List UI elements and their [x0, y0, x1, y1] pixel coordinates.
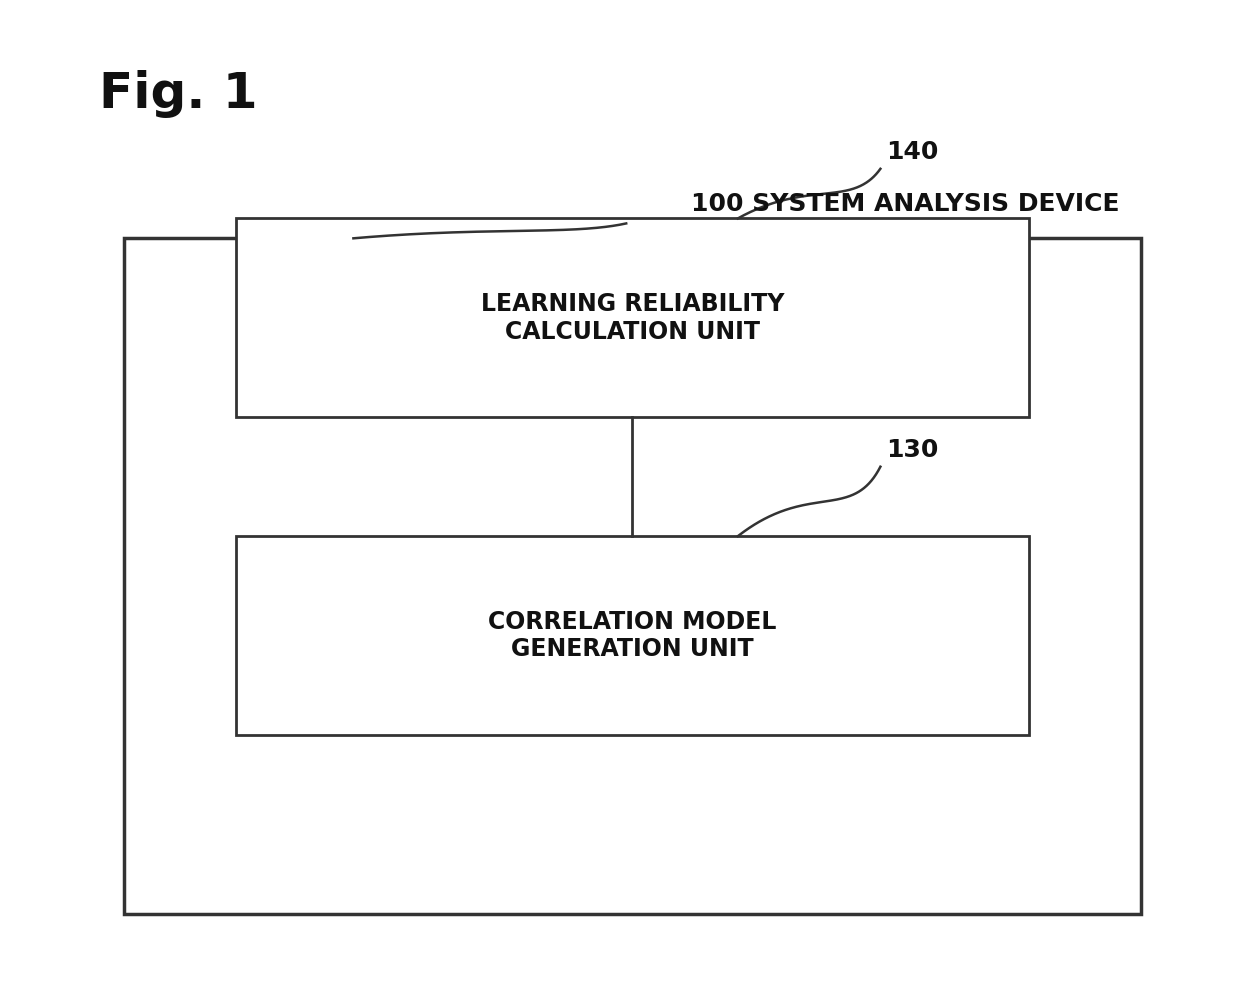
Text: Fig. 1: Fig. 1 — [99, 70, 258, 117]
Text: 100 SYSTEM ANALYSIS DEVICE: 100 SYSTEM ANALYSIS DEVICE — [691, 192, 1120, 215]
Text: CORRELATION MODEL
GENERATION UNIT: CORRELATION MODEL GENERATION UNIT — [489, 610, 776, 661]
FancyBboxPatch shape — [236, 536, 1029, 735]
Text: LEARNING RELIABILITY
CALCULATION UNIT: LEARNING RELIABILITY CALCULATION UNIT — [481, 292, 784, 344]
FancyBboxPatch shape — [124, 238, 1141, 914]
FancyBboxPatch shape — [236, 218, 1029, 417]
Text: 130: 130 — [887, 438, 939, 462]
Text: 140: 140 — [887, 140, 939, 164]
